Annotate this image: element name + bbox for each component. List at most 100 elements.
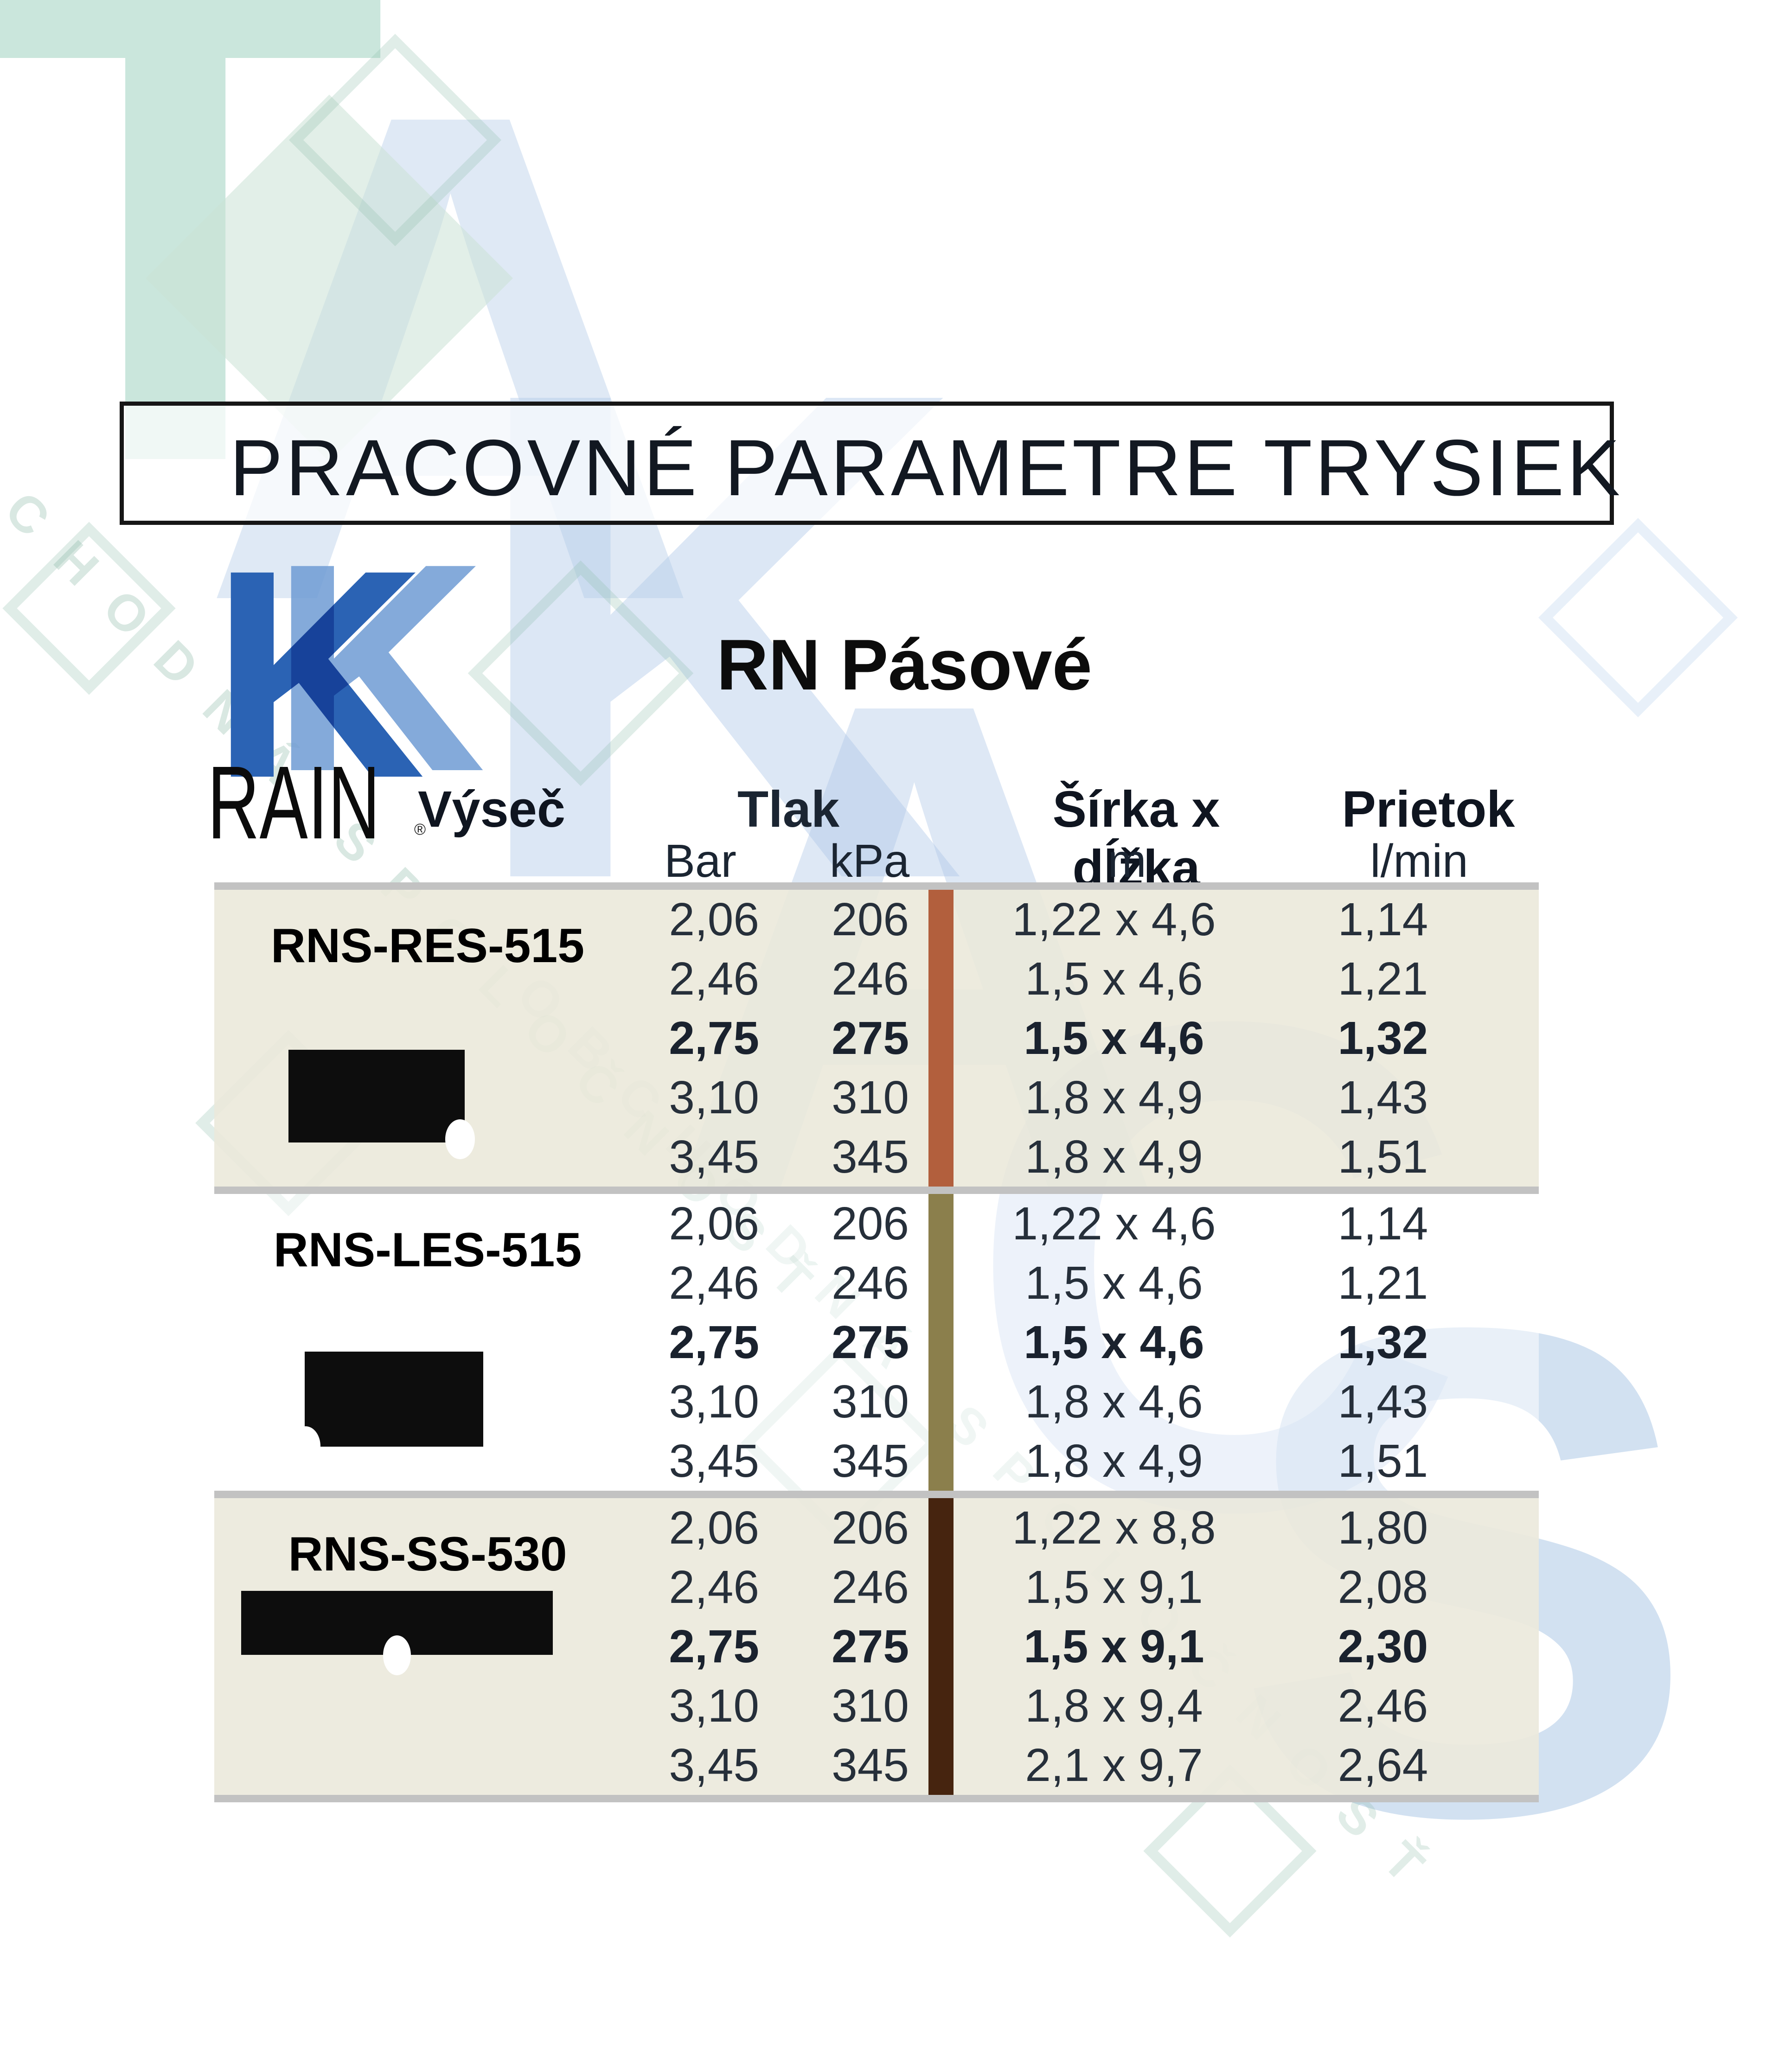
table-cell: 345 [832, 1131, 909, 1183]
table-cell: 1,51 [1338, 1131, 1428, 1183]
column-bar: 2,06 2,46 2,75 3,10 3,45 [539, 890, 759, 1187]
header-unit-lmin: l/min [1370, 835, 1468, 887]
row-separator [214, 1491, 1539, 1498]
table-cell: 2,30 [1338, 1621, 1428, 1672]
column-size: 1,22 x 4,6 1,5 x 4,6 1,5 x 4,6 1,8 x 4,9… [1003, 890, 1225, 1187]
header-sector: Výseč [417, 781, 566, 838]
table-cell: 1,5 x 9,1 [1025, 1561, 1203, 1613]
table-cell: 2,08 [1338, 1561, 1428, 1613]
table-cell: 1,21 [1338, 953, 1428, 1005]
table-cell: 1,8 x 9,4 [1025, 1680, 1203, 1732]
header-pressure: Tlak [737, 781, 840, 838]
header-flow: Prietok [1342, 781, 1515, 838]
table-cell: 2,75 [669, 1621, 759, 1672]
column-bar: 2,06 2,46 2,75 3,10 3,45 [539, 1194, 759, 1491]
table-cell: 2,46 [669, 1561, 759, 1613]
column-kpa: 206 246 275 310 345 [724, 1498, 909, 1795]
table-cell: 1,5 x 4,6 [1025, 1257, 1203, 1309]
table-block-rns-ss-530: RNS-SS-530 2,06 2,46 2,75 3,10 3,45 206 … [214, 1498, 1539, 1795]
logo-rain-text: RAIN [207, 745, 380, 861]
table-cell: 206 [832, 1502, 909, 1554]
spray-pattern-right-icon [288, 1050, 475, 1159]
logo-k-front-icon: K [211, 508, 426, 840]
table-cell: 1,22 x 8,8 [1012, 1502, 1216, 1554]
table-cell: 1,43 [1338, 1072, 1428, 1123]
header-unit-kpa: kPa [829, 835, 910, 887]
table-block-rns-les-515: RNS-LES-515 2,06 2,46 2,75 3,10 3,45 206… [214, 1194, 1539, 1491]
logo-k-back-icon: K [271, 502, 486, 833]
table-cell: 2,06 [669, 1502, 759, 1554]
table-cell: 2,46 [669, 1257, 759, 1309]
page-title: PRACOVNÉ PARAMETRE TRYSIEK [230, 423, 1623, 512]
nozzle-dot-icon [291, 1426, 320, 1466]
accent-bar [928, 890, 954, 1187]
column-flow: 1,80 2,08 2,30 2,46 2,64 [1281, 1498, 1485, 1795]
table-cell: 1,22 x 4,6 [1012, 893, 1216, 945]
row-separator [214, 882, 1539, 890]
table-cell: 3,45 [669, 1739, 759, 1791]
table-cell: 246 [832, 953, 909, 1005]
table-cell: 2,75 [669, 1316, 759, 1368]
column-flow: 1,14 1,21 1,32 1,43 1,51 [1281, 1194, 1485, 1491]
table-cell: 275 [832, 1012, 909, 1064]
table-cell: 275 [832, 1621, 909, 1672]
column-flow: 1,14 1,21 1,32 1,43 1,51 [1281, 890, 1485, 1187]
table-cell: 246 [832, 1257, 909, 1309]
table-cell: 3,10 [669, 1376, 759, 1428]
table-cell: 310 [832, 1376, 909, 1428]
table-cell: 246 [832, 1561, 909, 1613]
table-cell: 1,8 x 4,6 [1025, 1376, 1203, 1428]
table-cell: 1,32 [1338, 1316, 1428, 1368]
table-cell: 1,5 x 4,6 [1024, 1012, 1204, 1064]
model-name: RNS-LES-515 [273, 1223, 582, 1277]
model-name: RNS-RES-515 [270, 919, 585, 973]
table-cell: 1,51 [1338, 1435, 1428, 1487]
spray-pattern-strip-icon [241, 1591, 553, 1675]
header-unit-bar: Bar [664, 835, 736, 887]
table-cell: 2,1 x 9,7 [1025, 1739, 1203, 1791]
accent-bar [928, 1194, 954, 1491]
table-cell: 3,45 [669, 1435, 759, 1487]
title-box [120, 402, 1614, 525]
table-cell: 1,22 x 4,6 [1012, 1198, 1216, 1250]
section-title: RN Pásové [717, 625, 1092, 705]
column-kpa: 206 246 275 310 345 [724, 1194, 909, 1491]
table-cell: 1,14 [1338, 893, 1428, 945]
header-unit-m: m [1107, 835, 1146, 887]
row-separator [214, 1795, 1539, 1802]
table-cell: 206 [832, 893, 909, 945]
table-cell: 310 [832, 1072, 909, 1123]
parameters-table: RNS-RES-515 2,06 2,46 2,75 3,10 3,45 206… [214, 882, 1539, 1802]
nozzle-dot-icon [383, 1635, 411, 1675]
column-bar: 2,06 2,46 2,75 3,10 3,45 [539, 1498, 759, 1795]
table-cell: 1,14 [1338, 1198, 1428, 1250]
k-rain-logo: K K RAIN ® [207, 502, 489, 855]
column-size: 1,22 x 8,8 1,5 x 9,1 1,5 x 9,1 1,8 x 9,4… [1003, 1498, 1225, 1795]
table-cell: 3,10 [669, 1680, 759, 1732]
table-cell: 206 [832, 1198, 909, 1250]
table-cell: 2,06 [669, 1198, 759, 1250]
table-cell: 2,06 [669, 893, 759, 945]
logo-trademark: ® [414, 821, 426, 838]
table-cell: 1,8 x 4,9 [1025, 1131, 1203, 1183]
column-kpa: 206 246 275 310 345 [724, 890, 909, 1187]
column-size: 1,22 x 4,6 1,5 x 4,6 1,5 x 4,6 1,8 x 4,6… [1003, 1194, 1225, 1491]
table-cell: 1,5 x 4,6 [1025, 953, 1203, 1005]
spray-pattern-left-icon [291, 1352, 483, 1466]
table-cell: 1,5 x 9,1 [1024, 1621, 1204, 1672]
nozzle-dot-icon [445, 1119, 475, 1159]
table-cell: 3,45 [669, 1131, 759, 1183]
table-cell: 310 [832, 1680, 909, 1732]
row-separator [214, 1187, 1539, 1194]
model-name: RNS-SS-530 [288, 1527, 567, 1581]
table-cell: 345 [832, 1435, 909, 1487]
table-cell: 1,32 [1338, 1012, 1428, 1064]
table-cell: 2,75 [669, 1012, 759, 1064]
accent-bar [928, 1498, 954, 1795]
table-cell: 1,21 [1338, 1257, 1428, 1309]
table-cell: 3,10 [669, 1072, 759, 1123]
table-cell: 2,46 [669, 953, 759, 1005]
table-cell: 1,8 x 4,9 [1025, 1435, 1203, 1487]
table-cell: 1,8 x 4,9 [1025, 1072, 1203, 1123]
